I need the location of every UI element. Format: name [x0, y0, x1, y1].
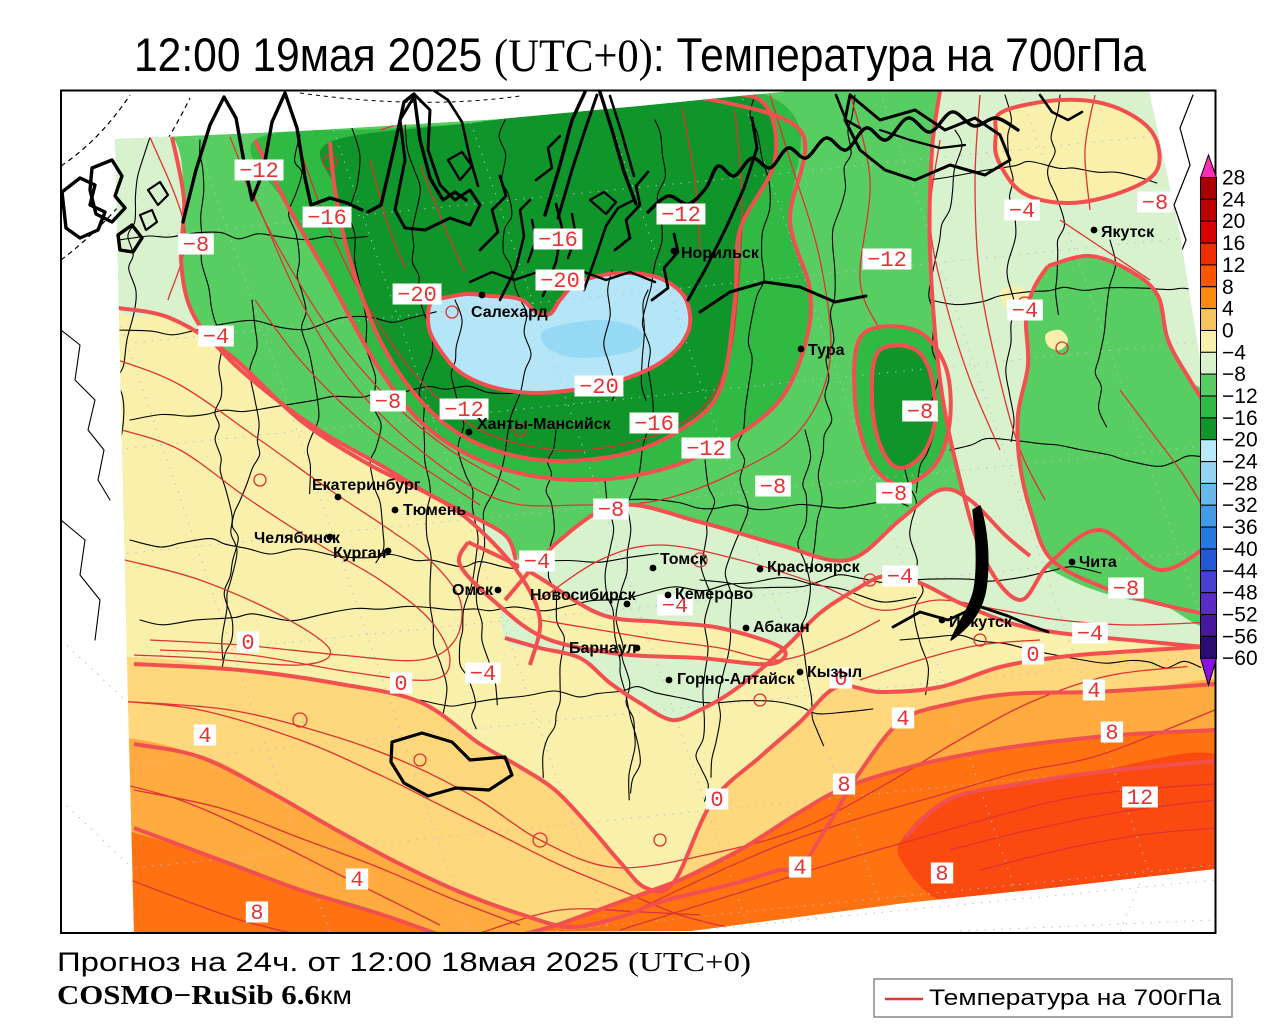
svg-text:0: 0: [241, 631, 254, 656]
svg-text:−8: −8: [881, 482, 907, 507]
svg-text:−4: −4: [524, 550, 550, 575]
svg-text:Салехард: Салехард: [471, 304, 548, 321]
svg-text:Прогноз на 24ч. от 12:00 18мая: Прогноз на 24ч. от 12:00 18мая 2025 (UTC…: [57, 947, 751, 977]
svg-text:−40: −40: [1222, 538, 1258, 561]
svg-text:Ханты-Мансийск: Ханты-Мансийск: [477, 416, 612, 433]
svg-text:0: 0: [1222, 320, 1234, 343]
svg-text:COSMO−RuSib 6.6км: COSMO−RuSib 6.6 км: [57, 980, 352, 1010]
svg-text:12:00 19мая 2025 (UTC+0): Темп: 12:00 19мая 2025 (UTC+0): Температура на…: [134, 28, 1147, 82]
svg-text:0: 0: [710, 788, 723, 813]
svg-text:−4: −4: [1012, 299, 1038, 324]
svg-text:8: 8: [250, 901, 263, 926]
svg-text:−4: −4: [1009, 199, 1035, 224]
svg-text:−52: −52: [1222, 604, 1258, 627]
svg-text:−16: −16: [538, 228, 578, 253]
svg-text:Якутск: Якутск: [1101, 224, 1155, 241]
svg-text:Тура: Тура: [808, 342, 845, 359]
svg-text:8: 8: [837, 773, 850, 798]
svg-text:Томск: Томск: [660, 551, 708, 568]
svg-text:−8: −8: [1222, 363, 1246, 386]
svg-text:−44: −44: [1222, 560, 1258, 583]
svg-text:−20: −20: [1222, 429, 1258, 452]
svg-text:−20: −20: [579, 375, 619, 400]
svg-text:−16: −16: [307, 206, 347, 231]
svg-text:−8: −8: [598, 498, 624, 523]
svg-text:Барнаул: Барнаул: [569, 640, 637, 657]
svg-text:−56: −56: [1222, 625, 1258, 648]
svg-text:−4: −4: [470, 662, 496, 687]
svg-text:Иркутск: Иркутск: [949, 614, 1013, 631]
svg-text:Температура на 700гПа: Температура на 700гПа: [929, 985, 1222, 1010]
svg-text:−16: −16: [1222, 407, 1258, 430]
svg-text:−32: −32: [1222, 494, 1258, 517]
svg-text:4: 4: [896, 707, 909, 732]
svg-text:Челябинск: Челябинск: [254, 530, 341, 547]
svg-text:16: 16: [1222, 232, 1245, 255]
svg-text:8: 8: [1222, 276, 1234, 299]
svg-text:4: 4: [350, 868, 363, 893]
svg-text:Екатеринбург: Екатеринбург: [312, 477, 421, 494]
svg-text:Новосибирск: Новосибирск: [530, 587, 637, 604]
svg-text:24: 24: [1222, 188, 1246, 211]
svg-text:4: 4: [793, 856, 806, 881]
svg-text:28: 28: [1222, 167, 1245, 190]
svg-text:Красноярск: Красноярск: [767, 559, 861, 576]
svg-text:Чита: Чита: [1079, 554, 1117, 571]
svg-text:12: 12: [1127, 786, 1153, 811]
svg-text:−4: −4: [203, 325, 229, 350]
svg-text:−12: −12: [239, 159, 279, 184]
svg-text:Курган: Курган: [333, 545, 386, 562]
svg-text:−8: −8: [907, 400, 933, 425]
svg-text:Кызыл: Кызыл: [807, 664, 862, 681]
svg-text:−4: −4: [662, 594, 688, 619]
svg-text:4: 4: [1222, 298, 1234, 321]
svg-text:−8: −8: [183, 233, 209, 258]
svg-text:−12: −12: [867, 248, 907, 273]
svg-text:Омск: Омск: [452, 582, 494, 599]
svg-text:−20: −20: [540, 269, 580, 294]
svg-text:20: 20: [1222, 210, 1245, 233]
svg-text:−8: −8: [1142, 191, 1168, 216]
svg-text:−24: −24: [1222, 451, 1258, 474]
svg-text:Тюмень: Тюмень: [403, 502, 466, 519]
svg-text:−8: −8: [1113, 577, 1139, 602]
svg-text:−28: −28: [1222, 472, 1258, 495]
svg-text:8: 8: [1105, 721, 1118, 746]
svg-text:12: 12: [1222, 254, 1245, 277]
svg-text:8: 8: [935, 862, 948, 887]
svg-text:Горно-Алтайск: Горно-Алтайск: [677, 671, 796, 688]
svg-text:0: 0: [394, 672, 407, 697]
svg-text:−12: −12: [1222, 385, 1258, 408]
svg-text:−8: −8: [760, 475, 786, 500]
svg-text:4: 4: [198, 724, 211, 749]
svg-text:−12: −12: [661, 203, 701, 228]
svg-text:−4: −4: [1077, 622, 1103, 647]
svg-text:4: 4: [1087, 679, 1100, 704]
svg-text:0: 0: [1026, 643, 1039, 668]
svg-text:−20: −20: [397, 283, 437, 308]
svg-text:Кемерово: Кемерово: [675, 586, 753, 603]
svg-text:−4: −4: [1222, 341, 1246, 364]
svg-text:−12: −12: [686, 437, 726, 462]
svg-text:−48: −48: [1222, 582, 1258, 605]
svg-text:−12: −12: [444, 398, 484, 423]
svg-text:0: 0: [834, 667, 847, 692]
svg-text:−60: −60: [1222, 647, 1258, 670]
svg-text:−8: −8: [375, 390, 401, 415]
svg-text:Норильск: Норильск: [681, 245, 760, 262]
svg-text:−4: −4: [887, 565, 913, 590]
svg-text:−16: −16: [634, 412, 674, 437]
svg-text:Абакан: Абакан: [753, 619, 810, 636]
svg-text:−36: −36: [1222, 516, 1258, 539]
